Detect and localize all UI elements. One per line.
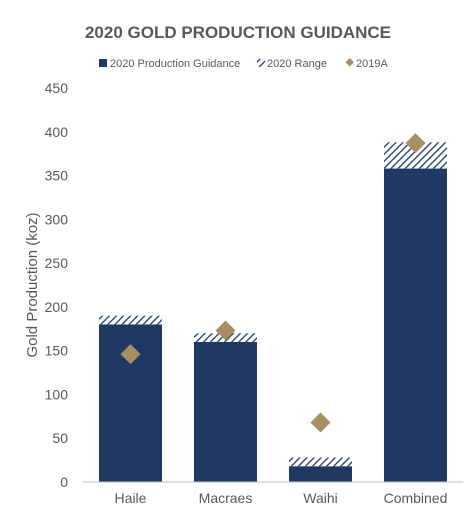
bar-guidance: [384, 168, 447, 482]
marker-2019a: [120, 344, 141, 365]
x-tick-label: Waihi: [303, 490, 338, 506]
marker-2019a: [215, 320, 236, 341]
y-tick-label: 250: [45, 255, 69, 271]
y-tick-label: 150: [45, 343, 69, 359]
chart-title: 2020 GOLD PRODUCTION GUIDANCE: [85, 23, 391, 42]
y-axis-ticks: 0 50 100 150 200 250 300 350 400 450: [45, 80, 69, 490]
legend-swatch-guidance: [99, 59, 107, 67]
y-tick-label: 0: [60, 474, 68, 490]
marker-2019a: [310, 412, 331, 433]
x-tick-label: Combined: [384, 490, 448, 506]
markers-2019a: [120, 133, 426, 433]
legend: 2020 Production Guidance 2020 Range 2019…: [99, 58, 388, 70]
x-tick-label: Macraes: [199, 490, 253, 506]
legend-swatch-2019a: [345, 58, 354, 67]
y-axis-title: Gold Production (koz): [24, 212, 41, 357]
marker-2019a: [405, 133, 426, 154]
legend-label-range: 2020 Range: [267, 58, 327, 70]
y-tick-label: 400: [45, 124, 69, 140]
y-tick-label: 50: [52, 430, 68, 446]
bar-guidance: [194, 341, 257, 482]
bar-range: [289, 457, 352, 467]
legend-swatch-range: [257, 59, 265, 67]
y-tick-label: 450: [45, 80, 69, 96]
x-tick-label: Haile: [115, 490, 147, 506]
legend-label-guidance: 2020 Production Guidance: [110, 58, 240, 70]
bar-guidance: [289, 466, 352, 482]
y-tick-label: 300: [45, 211, 69, 227]
legend-label-2019a: 2019A: [356, 58, 388, 70]
y-tick-label: 200: [45, 299, 69, 315]
y-tick-label: 350: [45, 168, 69, 184]
bar-range: [99, 315, 162, 325]
bars: [99, 142, 447, 482]
y-tick-label: 100: [45, 386, 69, 402]
x-axis-labels: Haile Macraes Waihi Combined: [115, 490, 448, 506]
